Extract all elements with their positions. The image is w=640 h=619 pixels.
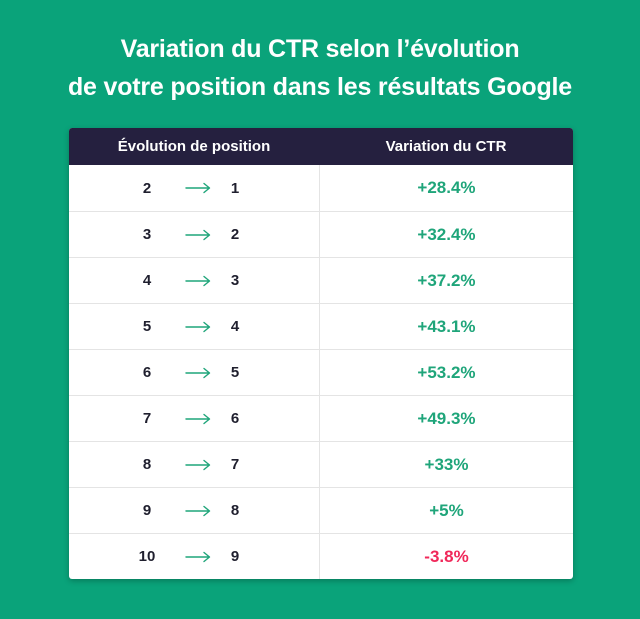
arrow-right-icon [185, 551, 211, 562]
table-row: 6 5 +53.2% [69, 349, 573, 395]
ctr-variation-value: +33% [424, 454, 469, 474]
position-from: 7 [142, 410, 152, 427]
arrow-right-icon [185, 229, 211, 240]
position-to: 9 [230, 548, 240, 565]
table-row: 2 1 +28.4% [69, 165, 573, 211]
position-to: 2 [230, 226, 240, 243]
position-to: 5 [230, 364, 240, 381]
arrow-right-icon [185, 413, 211, 424]
table-row: 8 7 +33% [69, 441, 573, 487]
position-from: 3 [142, 226, 152, 243]
position-to: 8 [230, 502, 240, 519]
ctr-variation-value: +43.1% [417, 316, 476, 336]
position-from: 8 [142, 456, 152, 473]
table-row: 4 3 +37.2% [69, 257, 573, 303]
position-from: 10 [138, 548, 156, 565]
column-header-ctr: Variation du CTR [385, 138, 507, 155]
arrow-right-icon [185, 367, 211, 378]
table-row: 7 6 +49.3% [69, 395, 573, 441]
position-from: 4 [142, 272, 152, 289]
ctr-variation-value: +53.2% [417, 362, 476, 382]
arrow-right-icon [185, 275, 211, 286]
table-row: 3 2 +32.4% [69, 211, 573, 257]
ctr-variation-value: -3.8% [424, 546, 469, 566]
arrow-right-icon [185, 459, 211, 470]
position-change-cell: 10 9 [69, 534, 320, 579]
chart-title-line-1: Variation du CTR selon l’évolution [120, 35, 520, 63]
ctr-table: Évolution de position Variation du CTR 2… [69, 128, 573, 579]
arrow-right-icon [185, 182, 211, 194]
arrow-right-icon [185, 321, 211, 332]
position-to: 1 [230, 179, 240, 197]
position-to: 7 [230, 456, 240, 473]
position-from: 6 [142, 364, 152, 381]
ctr-variation-value: +5% [429, 500, 464, 520]
position-from: 5 [142, 318, 152, 335]
position-to: 4 [230, 318, 240, 335]
table-header: Évolution de position Variation du CTR [69, 128, 573, 165]
column-header-position: Évolution de position [117, 138, 271, 155]
arrow-right-icon [185, 505, 211, 516]
table-body: 2 1 +28.4% 3 2 +32.4% 4 3 +37.2% 5 4 +43.1% 6 5 +53.2%… [69, 165, 573, 579]
ctr-variation-value: +37.2% [417, 270, 476, 290]
chart-title-line-2: de votre position dans les résultats Goo… [67, 73, 572, 101]
table-row: 10 9 -3.8% [69, 533, 573, 579]
ctr-variation-value: +49.3% [417, 408, 476, 428]
chart-title: Variation du CTR selon l’évolution de vo… [0, 30, 640, 106]
ctr-variation-value: +32.4% [417, 224, 476, 244]
table-row: 5 4 +43.1% [69, 303, 573, 349]
position-to: 3 [230, 272, 240, 289]
ctr-variation-value: +28.4% [417, 178, 476, 197]
position-to: 6 [230, 410, 240, 427]
table-row: 9 8 +5% [69, 487, 573, 533]
position-from: 9 [142, 502, 152, 519]
position-from: 2 [142, 179, 152, 197]
